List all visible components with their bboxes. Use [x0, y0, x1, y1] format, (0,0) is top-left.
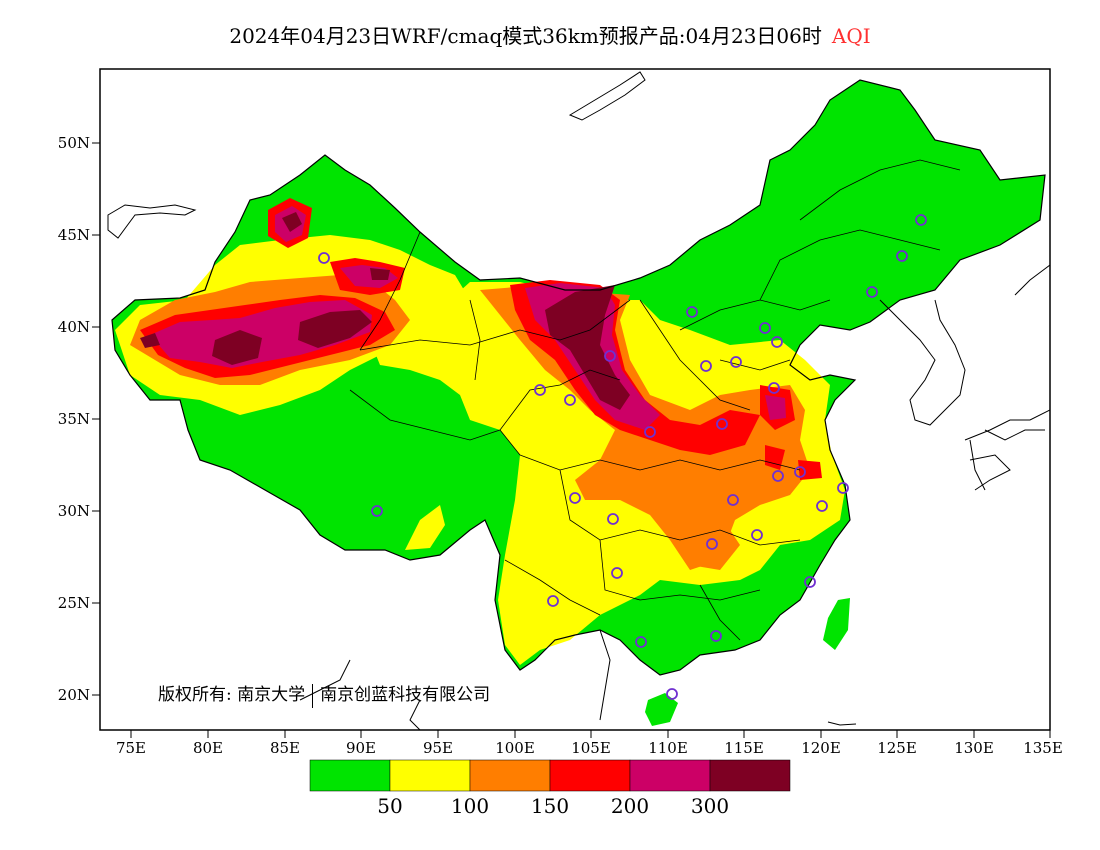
aqi-level-hazardous — [140, 212, 630, 410]
colorbar-label: 150 — [530, 794, 570, 818]
lon-label: 125E — [877, 739, 917, 757]
station-marker — [794, 466, 806, 478]
station-marker — [611, 567, 623, 579]
lat-label: 25N — [58, 594, 90, 612]
lon-label: 110E — [648, 739, 688, 757]
station-marker — [635, 636, 647, 648]
lat-label: 40N — [58, 318, 90, 336]
lon-label: 120E — [801, 739, 841, 757]
lat-label: 20N — [58, 686, 90, 704]
lon-label: 80E — [193, 739, 223, 757]
copyright-org-1: 南京大学 — [237, 685, 306, 705]
station-marker — [607, 513, 619, 525]
colorbar-label: 200 — [610, 794, 650, 818]
copyright-org-2: 南京创蓝科技有限公司 — [320, 685, 491, 705]
station-marker — [759, 322, 771, 334]
station-marker — [700, 360, 712, 372]
colorbar-label: 100 — [450, 794, 490, 818]
station-marker — [915, 214, 927, 226]
title-variable: AQI — [831, 24, 871, 48]
lat-label: 35N — [58, 410, 90, 428]
lon-label: 135E — [1023, 739, 1063, 757]
lon-label: 105E — [571, 739, 611, 757]
station-marker — [547, 595, 559, 607]
copyright-separator — [312, 683, 314, 708]
station-marker — [604, 350, 616, 362]
title-text: 2024年04月23日WRF/cmaq模式36km预报产品:04月23日06时 — [229, 24, 822, 48]
lat-label: 30N — [58, 502, 90, 520]
colorbar — [309, 759, 791, 792]
lon-label: 95E — [423, 739, 453, 757]
lat-label: 45N — [58, 226, 90, 244]
station-marker — [666, 688, 678, 700]
foreign-coastlines — [107, 71, 1050, 730]
station-marker — [569, 492, 581, 504]
lon-label: 130E — [954, 739, 994, 757]
national-outline — [111, 79, 1046, 676]
station-marker — [318, 252, 330, 264]
lon-axis: 75E 80E 85E 90E 95E 100E 105E 110E 115E … — [116, 730, 1063, 757]
map-area — [107, 71, 1050, 730]
lon-label: 85E — [270, 739, 300, 757]
colorbar-swatch — [709, 759, 791, 792]
map-title: 2024年04月23日WRF/cmaq模式36km预报产品:04月23日06时 A… — [0, 20, 1100, 49]
lat-label: 50N — [58, 134, 90, 152]
station-marker — [644, 426, 656, 438]
province-boundaries — [349, 159, 961, 641]
station-marker — [727, 494, 739, 506]
station-marker — [706, 538, 718, 550]
station-marker — [751, 529, 763, 541]
station-marker — [896, 250, 908, 262]
lon-label: 90E — [346, 739, 376, 757]
hainan-island — [645, 693, 678, 726]
map-frame — [99, 68, 1051, 731]
station-marker — [816, 500, 828, 512]
station-marker — [534, 384, 546, 396]
colorbar-label: 50 — [377, 794, 403, 818]
station-marker — [716, 418, 728, 430]
taiwan-island — [823, 598, 850, 650]
colorbar-swatch — [549, 759, 631, 792]
station-marker — [564, 394, 576, 406]
colorbar-swatch — [309, 759, 391, 792]
station-marker — [866, 286, 878, 298]
station-marker — [768, 382, 780, 394]
station-marker — [772, 470, 784, 482]
copyright-notice: 版权所有: 南京大学 南京创蓝科技有限公司 — [158, 680, 490, 708]
station-marker — [730, 356, 742, 368]
station-markers — [318, 214, 927, 700]
station-marker — [804, 576, 816, 588]
copyright-label: 版权所有: — [158, 685, 232, 705]
colorbar-swatch — [629, 759, 711, 792]
lon-label: 75E — [116, 739, 146, 757]
colorbar-swatch — [469, 759, 551, 792]
station-marker — [710, 630, 722, 642]
lat-axis: 50N 45N 40N 35N 30N 25N 20N — [58, 134, 100, 704]
lon-label: 115E — [724, 739, 764, 757]
station-marker — [837, 482, 849, 494]
station-marker — [771, 336, 783, 348]
lon-label: 100E — [495, 739, 535, 757]
colorbar-swatch — [389, 759, 471, 792]
station-marker — [686, 306, 698, 318]
colorbar-label: 300 — [690, 794, 730, 818]
station-marker — [371, 505, 383, 517]
